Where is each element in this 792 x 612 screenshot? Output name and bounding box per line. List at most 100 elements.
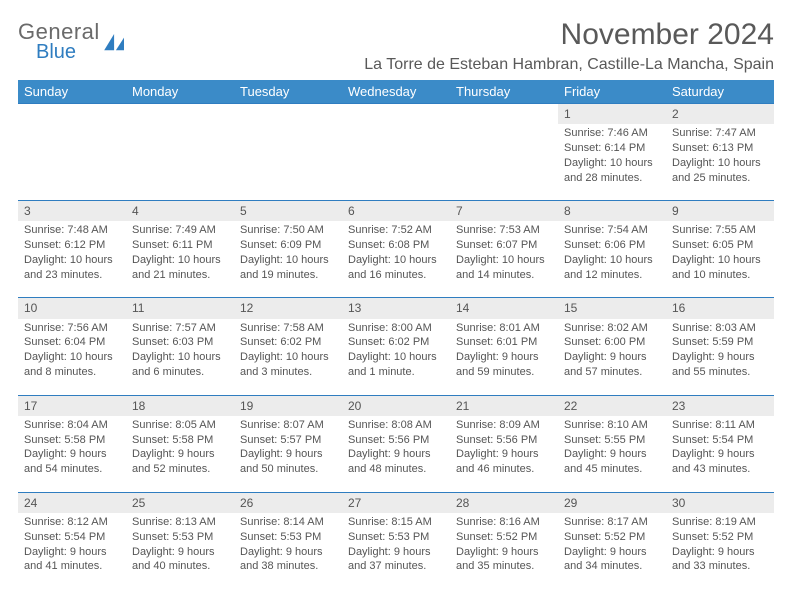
day-content: Sunrise: 8:02 AMSunset: 6:00 PMDaylight:…: [558, 319, 666, 395]
daylight-text: Daylight: 10 hours and 14 minutes.: [456, 253, 552, 283]
day-content: Sunrise: 8:01 AMSunset: 6:01 PMDaylight:…: [450, 319, 558, 395]
daylight-text: Daylight: 10 hours and 23 minutes.: [24, 253, 120, 283]
sunset-text: Sunset: 5:53 PM: [348, 530, 444, 545]
calendar-cell: 11Sunrise: 7:57 AMSunset: 6:03 PMDayligh…: [126, 297, 234, 394]
daylight-text: Daylight: 9 hours and 54 minutes.: [24, 447, 120, 477]
sunset-text: Sunset: 6:08 PM: [348, 238, 444, 253]
day-content: Sunrise: 8:08 AMSunset: 5:56 PMDaylight:…: [342, 416, 450, 492]
day-number: 28: [450, 492, 558, 513]
sunrise-text: Sunrise: 8:07 AM: [240, 418, 336, 433]
daylight-text: Daylight: 9 hours and 46 minutes.: [456, 447, 552, 477]
sunrise-text: Sunrise: 8:16 AM: [456, 515, 552, 530]
sunset-text: Sunset: 6:05 PM: [672, 238, 768, 253]
day-content: Sunrise: 7:56 AMSunset: 6:04 PMDaylight:…: [18, 319, 126, 395]
calendar-cell: 6Sunrise: 7:52 AMSunset: 6:08 PMDaylight…: [342, 200, 450, 297]
weekday-header-row: Sunday Monday Tuesday Wednesday Thursday…: [18, 80, 774, 103]
calendar-cell: 15Sunrise: 8:02 AMSunset: 6:00 PMDayligh…: [558, 297, 666, 394]
calendar-cell: [126, 103, 234, 200]
day-number: 2: [666, 103, 774, 124]
daylight-text: Daylight: 9 hours and 38 minutes.: [240, 545, 336, 575]
brand-logo: General Blue: [18, 22, 126, 62]
empty-cell: [342, 103, 450, 123]
sunrise-text: Sunrise: 7:49 AM: [132, 223, 228, 238]
day-content: Sunrise: 7:46 AMSunset: 6:14 PMDaylight:…: [558, 124, 666, 200]
day-content: Sunrise: 7:47 AMSunset: 6:13 PMDaylight:…: [666, 124, 774, 200]
sunset-text: Sunset: 6:06 PM: [564, 238, 660, 253]
day-number: 19: [234, 395, 342, 416]
weekday-fri: Friday: [558, 80, 666, 103]
calendar-cell: 25Sunrise: 8:13 AMSunset: 5:53 PMDayligh…: [126, 492, 234, 589]
day-number: 27: [342, 492, 450, 513]
day-content: Sunrise: 8:14 AMSunset: 5:53 PMDaylight:…: [234, 513, 342, 589]
sunset-text: Sunset: 5:53 PM: [240, 530, 336, 545]
location: La Torre de Esteban Hambran, Castille-La…: [364, 56, 774, 74]
sunrise-text: Sunrise: 8:17 AM: [564, 515, 660, 530]
sunset-text: Sunset: 5:57 PM: [240, 433, 336, 448]
daylight-text: Daylight: 10 hours and 25 minutes.: [672, 156, 768, 186]
day-number: 15: [558, 297, 666, 318]
sunset-text: Sunset: 6:14 PM: [564, 141, 660, 156]
day-number: 10: [18, 297, 126, 318]
calendar-cell: [234, 103, 342, 200]
day-content: Sunrise: 8:19 AMSunset: 5:52 PMDaylight:…: [666, 513, 774, 589]
day-content: Sunrise: 8:03 AMSunset: 5:59 PMDaylight:…: [666, 319, 774, 395]
calendar-body: 1Sunrise: 7:46 AMSunset: 6:14 PMDaylight…: [18, 103, 774, 589]
calendar-cell: 28Sunrise: 8:16 AMSunset: 5:52 PMDayligh…: [450, 492, 558, 589]
daylight-text: Daylight: 9 hours and 59 minutes.: [456, 350, 552, 380]
calendar-cell: 9Sunrise: 7:55 AMSunset: 6:05 PMDaylight…: [666, 200, 774, 297]
calendar-cell: 29Sunrise: 8:17 AMSunset: 5:52 PMDayligh…: [558, 492, 666, 589]
day-content: Sunrise: 7:53 AMSunset: 6:07 PMDaylight:…: [450, 221, 558, 297]
empty-content: [450, 123, 558, 199]
calendar-cell: 18Sunrise: 8:05 AMSunset: 5:58 PMDayligh…: [126, 395, 234, 492]
sunset-text: Sunset: 6:13 PM: [672, 141, 768, 156]
sunset-text: Sunset: 5:54 PM: [672, 433, 768, 448]
sunset-text: Sunset: 5:56 PM: [348, 433, 444, 448]
sunset-text: Sunset: 6:07 PM: [456, 238, 552, 253]
sunset-text: Sunset: 6:00 PM: [564, 335, 660, 350]
day-number: 1: [558, 103, 666, 124]
brand-text: General Blue: [18, 22, 100, 62]
calendar-cell: 20Sunrise: 8:08 AMSunset: 5:56 PMDayligh…: [342, 395, 450, 492]
day-content: Sunrise: 7:48 AMSunset: 6:12 PMDaylight:…: [18, 221, 126, 297]
sunrise-text: Sunrise: 8:13 AM: [132, 515, 228, 530]
sunset-text: Sunset: 5:55 PM: [564, 433, 660, 448]
sunrise-text: Sunrise: 7:46 AM: [564, 126, 660, 141]
sunrise-text: Sunrise: 8:19 AM: [672, 515, 768, 530]
calendar-row: 1Sunrise: 7:46 AMSunset: 6:14 PMDaylight…: [18, 103, 774, 200]
sunset-text: Sunset: 6:12 PM: [24, 238, 120, 253]
sunset-text: Sunset: 5:52 PM: [672, 530, 768, 545]
day-content: Sunrise: 7:54 AMSunset: 6:06 PMDaylight:…: [558, 221, 666, 297]
day-number: 14: [450, 297, 558, 318]
sunrise-text: Sunrise: 8:05 AM: [132, 418, 228, 433]
sunset-text: Sunset: 5:56 PM: [456, 433, 552, 448]
day-content: Sunrise: 8:15 AMSunset: 5:53 PMDaylight:…: [342, 513, 450, 589]
sunrise-text: Sunrise: 8:11 AM: [672, 418, 768, 433]
empty-content: [126, 123, 234, 199]
day-number: 9: [666, 200, 774, 221]
sunrise-text: Sunrise: 8:10 AM: [564, 418, 660, 433]
day-content: Sunrise: 8:13 AMSunset: 5:53 PMDaylight:…: [126, 513, 234, 589]
day-number: 18: [126, 395, 234, 416]
sunrise-text: Sunrise: 7:57 AM: [132, 321, 228, 336]
daylight-text: Daylight: 10 hours and 19 minutes.: [240, 253, 336, 283]
daylight-text: Daylight: 10 hours and 16 minutes.: [348, 253, 444, 283]
calendar-cell: 4Sunrise: 7:49 AMSunset: 6:11 PMDaylight…: [126, 200, 234, 297]
daylight-text: Daylight: 9 hours and 57 minutes.: [564, 350, 660, 380]
day-number: 29: [558, 492, 666, 513]
header: General Blue November 2024 La Torre de E…: [18, 18, 774, 74]
sunrise-text: Sunrise: 7:50 AM: [240, 223, 336, 238]
day-content: Sunrise: 7:50 AMSunset: 6:09 PMDaylight:…: [234, 221, 342, 297]
sunset-text: Sunset: 6:01 PM: [456, 335, 552, 350]
day-content: Sunrise: 8:07 AMSunset: 5:57 PMDaylight:…: [234, 416, 342, 492]
sunrise-text: Sunrise: 8:04 AM: [24, 418, 120, 433]
calendar-cell: 12Sunrise: 7:58 AMSunset: 6:02 PMDayligh…: [234, 297, 342, 394]
calendar-cell: 22Sunrise: 8:10 AMSunset: 5:55 PMDayligh…: [558, 395, 666, 492]
daylight-text: Daylight: 10 hours and 6 minutes.: [132, 350, 228, 380]
sunrise-text: Sunrise: 7:52 AM: [348, 223, 444, 238]
calendar-cell: [342, 103, 450, 200]
calendar-row: 17Sunrise: 8:04 AMSunset: 5:58 PMDayligh…: [18, 395, 774, 492]
sunrise-text: Sunrise: 7:58 AM: [240, 321, 336, 336]
day-content: Sunrise: 8:12 AMSunset: 5:54 PMDaylight:…: [18, 513, 126, 589]
weekday-mon: Monday: [126, 80, 234, 103]
calendar-cell: [450, 103, 558, 200]
